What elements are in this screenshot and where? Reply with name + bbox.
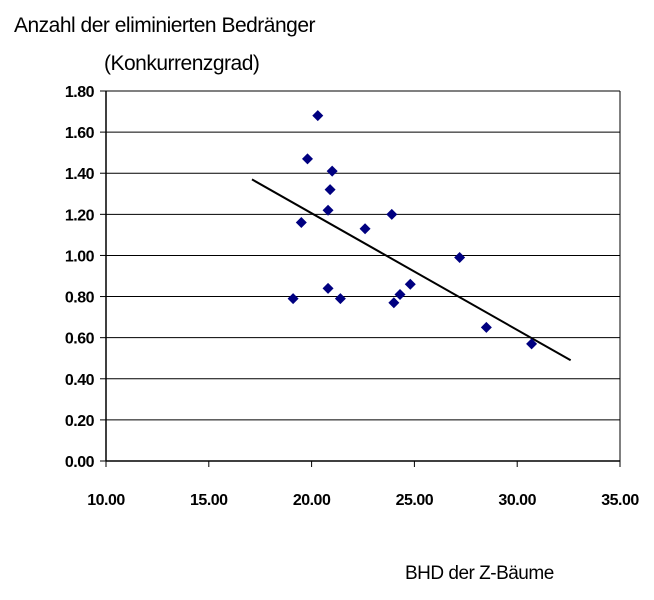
data-point-13	[404, 278, 416, 290]
data-point-14	[454, 252, 466, 263]
data-point-7	[326, 165, 338, 177]
data-points	[287, 110, 538, 350]
data-point-3	[312, 110, 324, 122]
y-tick-label-6: 1.20	[65, 207, 95, 224]
data-point-9	[359, 223, 371, 235]
data-point-8	[334, 293, 346, 305]
data-point-10	[386, 208, 398, 220]
y-tick-label-5: 1.00	[65, 248, 95, 265]
y-tick-label-0: 0.00	[65, 454, 95, 471]
data-point-1	[295, 217, 307, 229]
y-tick-label-4: 0.80	[65, 290, 95, 307]
y-tick-label-2: 0.40	[65, 372, 95, 389]
trendline	[251, 178, 572, 362]
y-tick-labels: 0.00 0.20 0.40 0.60 0.80 1.00 1.20 1.40 1.60 1.80	[65, 84, 95, 471]
x-tick-label-0: 10.00	[87, 492, 125, 509]
data-point-6	[324, 184, 336, 196]
x-tick-label-5: 35.00	[601, 492, 639, 509]
x-axis-title: BHD der Z-Bäume	[405, 563, 554, 584]
x-tick-label-1: 15.00	[190, 492, 228, 509]
y-tick-label-1: 0.20	[65, 413, 95, 430]
y-tick-label-7: 1.40	[65, 166, 95, 183]
data-point-15	[480, 321, 492, 333]
data-point-12	[394, 289, 406, 300]
trendline-segment	[251, 178, 572, 362]
x-tick-label-2: 20.00	[293, 492, 331, 509]
grid-lines	[106, 90, 620, 462]
y-tick-label-9: 1.80	[65, 84, 95, 101]
data-point-0	[287, 293, 299, 305]
y-tick-label-3: 0.60	[65, 331, 95, 348]
y-axis-title-line-1: Anzahl der eliminierten Bedränger	[14, 14, 316, 37]
y-axis-title-line-2: (Konkurrenzgrad)	[104, 52, 260, 75]
x-tick-label-3: 25.00	[396, 492, 434, 509]
data-point-5	[322, 204, 334, 216]
y-tick-label-8: 1.60	[65, 125, 95, 142]
data-point-2	[301, 153, 313, 165]
data-point-16	[526, 338, 538, 350]
axes	[100, 90, 621, 467]
data-point-11	[388, 297, 400, 309]
x-tick-label-4: 30.00	[498, 492, 536, 509]
x-tick-labels: 10.00 15.00 20.00 25.00 30.00 35.00	[87, 492, 640, 509]
data-point-4	[322, 282, 334, 294]
